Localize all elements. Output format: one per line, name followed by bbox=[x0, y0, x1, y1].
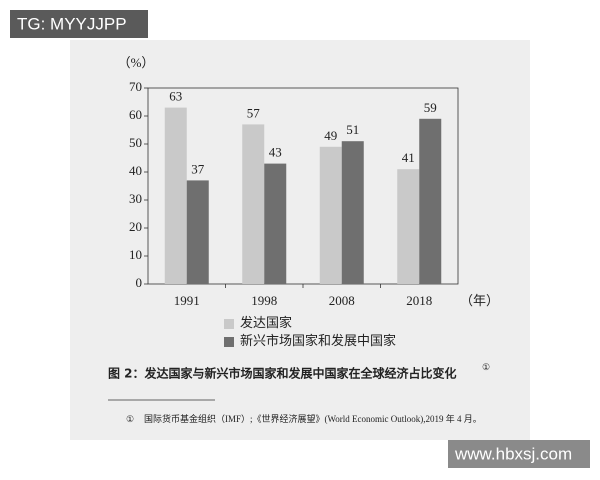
value-label: 41 bbox=[402, 150, 415, 165]
panel bbox=[70, 40, 530, 440]
watermark: www.hbxsj.com bbox=[454, 444, 572, 463]
value-label: 51 bbox=[346, 122, 359, 137]
bar bbox=[186, 180, 209, 284]
legend-swatch bbox=[224, 337, 234, 347]
x-unit-label: （年） bbox=[460, 293, 499, 308]
value-label: 37 bbox=[191, 161, 205, 176]
y-tick-label: 20 bbox=[129, 219, 142, 234]
footnote: 国际货币基金组织（IMF）;《世界经济展望》(World Economic Ou… bbox=[144, 413, 482, 424]
value-label: 57 bbox=[247, 105, 261, 120]
y-tick-label: 70 bbox=[129, 79, 142, 94]
value-label: 63 bbox=[169, 89, 182, 104]
legend-label: 发达国家 bbox=[240, 315, 292, 330]
bar bbox=[397, 169, 420, 284]
bar bbox=[319, 146, 342, 284]
legend-swatch bbox=[224, 319, 234, 329]
footnote-marker: ① bbox=[126, 414, 134, 424]
watermark-box bbox=[10, 10, 148, 38]
x-tick-label: 1991 bbox=[174, 293, 200, 308]
y-tick-label: 10 bbox=[129, 247, 142, 262]
value-label: 59 bbox=[424, 100, 437, 115]
x-tick-label: 1998 bbox=[251, 293, 277, 308]
bar bbox=[242, 124, 265, 285]
watermark: TG: MYYJJPP bbox=[17, 14, 127, 33]
bar bbox=[419, 118, 442, 284]
x-tick-label: 2018 bbox=[406, 293, 432, 308]
y-tick-label: 30 bbox=[129, 191, 142, 206]
y-tick-label: 40 bbox=[129, 163, 142, 178]
bar bbox=[341, 141, 364, 284]
caption-marker: ① bbox=[482, 362, 490, 372]
bar bbox=[264, 163, 287, 284]
y-tick-label: 0 bbox=[136, 275, 143, 290]
y-tick-label: 60 bbox=[129, 107, 142, 122]
value-label: 49 bbox=[324, 128, 337, 143]
value-label: 43 bbox=[269, 145, 282, 160]
bar bbox=[164, 107, 187, 284]
x-tick-label: 2008 bbox=[329, 293, 355, 308]
caption: 图 2：发达国家与新兴市场国家和发展中国家在全球经济占比变化 bbox=[108, 366, 457, 381]
watermark-box bbox=[448, 440, 590, 468]
y-tick-label: 50 bbox=[129, 135, 142, 150]
y-unit-label: （%） bbox=[118, 55, 155, 70]
legend-label: 新兴市场国家和发展中国家 bbox=[240, 333, 396, 348]
